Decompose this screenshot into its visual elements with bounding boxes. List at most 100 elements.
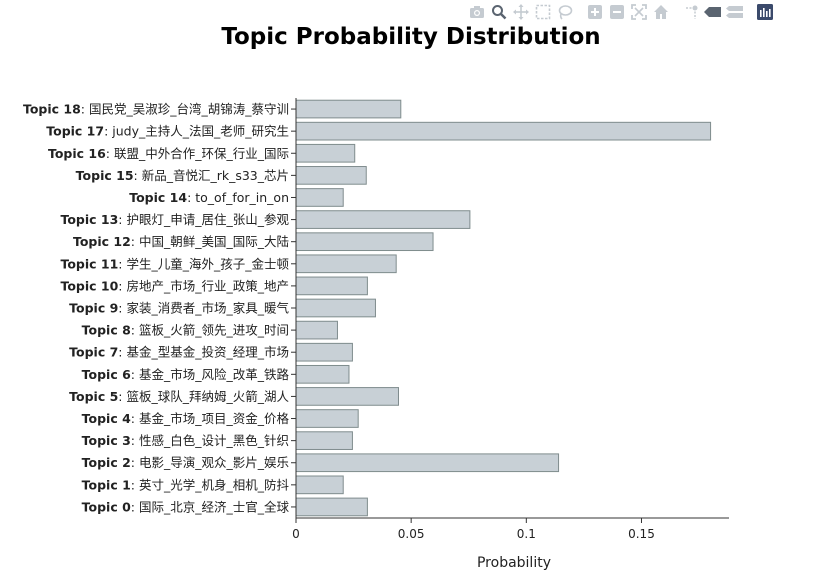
topic-separator: :: [131, 234, 139, 249]
topic-name: Topic 16: [48, 146, 106, 161]
topic-words: 新品_音悦汇_rk_s33_芯片: [142, 168, 289, 183]
topic-name: Topic 15: [76, 168, 134, 183]
x-tick-label: 0.05: [398, 527, 425, 541]
bar-topic-11: [295, 254, 397, 274]
y-tick-label: Topic 6: 基金_市场_风险_改革_铁路: [82, 367, 290, 382]
topic-words: to_of_for_in_on: [195, 190, 289, 205]
y-tick-label: Topic 15: 新品_音悦汇_rk_s33_芯片: [76, 168, 289, 183]
topic-words: 电影_导演_观众_影片_娱乐: [139, 455, 289, 470]
modebar: [466, 2, 776, 22]
topic-words: judy_主持人_法国_老师_研究生: [111, 124, 289, 139]
bar-topic-16: [295, 143, 356, 163]
x-axis-title: Probability: [477, 555, 551, 571]
y-tick-label: Topic 4: 基金_市场_项目_资金_价格: [82, 411, 290, 426]
plotly-logo-icon[interactable]: [754, 2, 776, 22]
bar-topic-9: [295, 298, 376, 318]
topic-name: Topic 6: [82, 367, 131, 382]
topic-separator: :: [104, 124, 112, 139]
topic-words: 性感_白色_设计_黑色_针织: [139, 433, 289, 448]
y-tick-label: Topic 11: 学生_儿童_海外_孩子_金士顿: [60, 256, 289, 271]
topic-name: Topic 18: [23, 102, 81, 117]
y-tick-label: Topic 7: 基金_型基金_投资_经理_市场: [69, 345, 289, 360]
topic-words: 国际_北京_经济_士官_全球: [139, 499, 290, 514]
bar-topic-3: [295, 431, 353, 450]
topic-separator: :: [118, 345, 126, 360]
bars: [295, 99, 712, 517]
y-tick-label: Topic 0: 国际_北京_经济_士官_全球: [82, 499, 290, 514]
topic-separator: :: [118, 256, 126, 271]
zoom-in-icon[interactable]: [584, 2, 606, 22]
topic-separator: :: [118, 212, 126, 227]
topic-words: 基金_市场_风险_改革_铁路: [139, 367, 290, 382]
bar-topic-18: [295, 99, 402, 119]
topic-name: Topic 10: [60, 278, 118, 293]
topic-name: Topic 12: [73, 234, 131, 249]
x-tick-label: 0.1: [517, 527, 536, 541]
topic-separator: :: [118, 278, 126, 293]
topic-separator: :: [106, 146, 114, 161]
y-tick-label: Topic 2: 电影_导演_观众_影片_娱乐: [82, 455, 289, 470]
bar-topic-7: [295, 342, 353, 362]
topic-name: Topic 7: [69, 345, 118, 360]
topic-name: Topic 4: [82, 411, 131, 426]
pan-icon[interactable]: [510, 2, 532, 22]
lasso-select-icon[interactable]: [554, 2, 576, 22]
y-tick-label: Topic 3: 性感_白色_设计_黑色_针织: [82, 433, 289, 448]
bar-topic-1: [295, 475, 344, 495]
topic-words: 基金_市场_项目_资金_价格: [139, 411, 290, 426]
camera-icon[interactable]: [466, 2, 488, 22]
topic-name: Topic 0: [82, 499, 131, 514]
y-tick-label: Topic 13: 护眼灯_申请_居住_张山_参观: [60, 212, 289, 227]
topic-words: 联盟_中外合作_环保_行业_国际: [114, 146, 289, 161]
topic-name: Topic 11: [60, 256, 118, 271]
topic-name: Topic 3: [82, 433, 131, 448]
reset-axes-icon[interactable]: [650, 2, 672, 22]
y-tick-label: Topic 18: 国民党_吴淑珍_台湾_胡锦涛_蔡守训: [23, 102, 289, 117]
topic-words: 房地产_市场_行业_政策_地产: [126, 278, 289, 293]
spike-lines-icon[interactable]: [680, 2, 702, 22]
bar-topic-15: [295, 166, 367, 185]
autoscale-icon[interactable]: [628, 2, 650, 22]
topic-words: 家装_消费者_市场_家具_暖气: [126, 301, 289, 316]
topic-separator: :: [131, 455, 139, 470]
topic-separator: :: [118, 301, 126, 316]
topic-separator: :: [131, 499, 139, 514]
topic-words: 学生_儿童_海外_孩子_金士顿: [126, 256, 289, 271]
chart-title: Topic Probability Distribution: [221, 24, 600, 50]
topic-separator: :: [131, 367, 139, 382]
hover-compare-icon[interactable]: [724, 2, 746, 22]
topic-separator: :: [131, 411, 139, 426]
bar-topic-13: [295, 210, 471, 229]
bar-topic-14: [295, 188, 344, 207]
bar-topic-12: [295, 232, 434, 252]
x-tick-label: 0: [292, 527, 300, 541]
zoom-icon[interactable]: [488, 2, 510, 22]
zoom-out-icon[interactable]: [606, 2, 628, 22]
bar-topic-4: [295, 409, 359, 428]
y-tick-label: Topic 17: judy_主持人_法国_老师_研究生: [46, 124, 289, 139]
bar-topic-10: [295, 276, 368, 296]
y-tick-label: Topic 16: 联盟_中外合作_环保_行业_国际: [48, 146, 289, 161]
y-tick-label: Topic 12: 中国_朝鲜_美国_国际_大陆: [73, 234, 289, 249]
topic-name: Topic 14: [129, 190, 187, 205]
bar-topic-0: [295, 497, 368, 517]
hover-closest-icon[interactable]: [702, 2, 724, 22]
topic-separator: :: [134, 168, 142, 183]
box-select-icon[interactable]: [532, 2, 554, 22]
y-axis: Topic 0: 国际_北京_经济_士官_全球 Topic 1: 英寸_光学_机身…: [23, 98, 297, 518]
x-tick-label: 0.15: [628, 527, 655, 541]
topic-separator: :: [81, 102, 89, 117]
topic-words: 英寸_光学_机身_相机_防抖: [139, 477, 290, 492]
topic-name: Topic 13: [60, 212, 118, 227]
topic-name: Topic 2: [82, 455, 131, 470]
y-tick-label: Topic 10: 房地产_市场_行业_政策_地产: [60, 278, 289, 293]
y-tick-label: Topic 14: to_of_for_in_on: [129, 190, 289, 205]
topic-words: 篮板_球队_拜纳姆_火箭_湖人: [126, 389, 289, 404]
y-tick-label: Topic 5: 篮板_球队_拜纳姆_火箭_湖人: [69, 389, 289, 404]
topic-name: Topic 8: [82, 323, 131, 338]
y-tick-label: Topic 9: 家装_消费者_市场_家具_暖气: [69, 301, 289, 316]
bar-topic-17: [295, 121, 712, 141]
topic-words: 国民党_吴淑珍_台湾_胡锦涛_蔡守训: [89, 102, 289, 117]
topic-name: Topic 1: [82, 477, 131, 492]
